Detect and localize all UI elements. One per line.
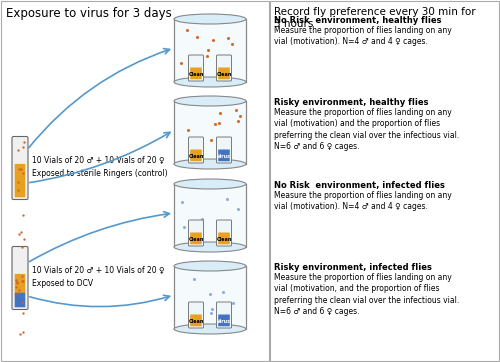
Ellipse shape bbox=[174, 324, 246, 334]
FancyBboxPatch shape bbox=[190, 67, 202, 79]
Text: Risky environment, infected flies: Risky environment, infected flies bbox=[274, 263, 432, 272]
Text: Risky environment, healthy flies: Risky environment, healthy flies bbox=[274, 98, 428, 107]
Ellipse shape bbox=[174, 77, 246, 87]
FancyBboxPatch shape bbox=[218, 232, 230, 244]
FancyBboxPatch shape bbox=[190, 232, 202, 244]
Ellipse shape bbox=[174, 14, 246, 24]
FancyBboxPatch shape bbox=[174, 19, 246, 82]
FancyBboxPatch shape bbox=[12, 247, 28, 310]
Text: Clean: Clean bbox=[188, 319, 204, 324]
FancyBboxPatch shape bbox=[216, 220, 232, 246]
FancyBboxPatch shape bbox=[188, 137, 204, 163]
Ellipse shape bbox=[174, 96, 246, 106]
FancyBboxPatch shape bbox=[188, 55, 204, 81]
FancyBboxPatch shape bbox=[14, 274, 26, 293]
Text: Virus: Virus bbox=[217, 319, 231, 324]
FancyBboxPatch shape bbox=[188, 302, 204, 328]
Text: Virus: Virus bbox=[217, 154, 231, 159]
FancyBboxPatch shape bbox=[218, 150, 230, 161]
Text: Measure the proportion of flies landing on any
vial (motivation). N=4 ♂ and 4 ♀ : Measure the proportion of flies landing … bbox=[274, 26, 452, 46]
FancyBboxPatch shape bbox=[216, 302, 232, 328]
Text: Record fly preference every 30 min for
5 hours: Record fly preference every 30 min for 5… bbox=[274, 7, 475, 29]
FancyBboxPatch shape bbox=[174, 101, 246, 164]
Bar bbox=[1, 1, 269, 361]
Text: Exposure to virus for 3 days: Exposure to virus for 3 days bbox=[6, 7, 172, 20]
FancyBboxPatch shape bbox=[190, 150, 202, 161]
FancyBboxPatch shape bbox=[216, 55, 232, 81]
Text: Clean: Clean bbox=[188, 154, 204, 159]
Ellipse shape bbox=[174, 159, 246, 169]
FancyBboxPatch shape bbox=[216, 137, 232, 163]
Ellipse shape bbox=[174, 261, 246, 271]
Text: 10 Vials of 20 ♂ + 10 Vials of 20 ♀: 10 Vials of 20 ♂ + 10 Vials of 20 ♀ bbox=[32, 265, 164, 274]
Bar bbox=[270, 1, 499, 361]
Text: Measure the proportion of flies landing on any
vial (motivation). N=4 ♂ and 4 ♀ : Measure the proportion of flies landing … bbox=[274, 191, 452, 211]
FancyBboxPatch shape bbox=[174, 266, 246, 329]
Text: Measure the proportion of flies landing on any
vial (motivation, and the proport: Measure the proportion of flies landing … bbox=[274, 273, 459, 316]
Ellipse shape bbox=[174, 242, 246, 252]
Text: Exposed to DCV: Exposed to DCV bbox=[32, 278, 93, 287]
Text: Clean: Clean bbox=[188, 237, 204, 242]
Ellipse shape bbox=[174, 179, 246, 189]
FancyBboxPatch shape bbox=[14, 293, 26, 307]
Text: Clean: Clean bbox=[216, 72, 232, 77]
FancyBboxPatch shape bbox=[218, 315, 230, 326]
FancyBboxPatch shape bbox=[190, 315, 202, 326]
FancyBboxPatch shape bbox=[14, 164, 26, 197]
FancyBboxPatch shape bbox=[174, 184, 246, 247]
Text: Clean: Clean bbox=[216, 237, 232, 242]
FancyBboxPatch shape bbox=[12, 136, 28, 199]
FancyBboxPatch shape bbox=[218, 67, 230, 79]
Text: Exposed to sterile Ringers (control): Exposed to sterile Ringers (control) bbox=[32, 168, 168, 177]
Text: 10 Vials of 20 ♂ + 10 Vials of 20 ♀: 10 Vials of 20 ♂ + 10 Vials of 20 ♀ bbox=[32, 156, 164, 164]
Text: No Risk  environment, infected flies: No Risk environment, infected flies bbox=[274, 181, 445, 190]
Text: Clean: Clean bbox=[188, 72, 204, 77]
FancyBboxPatch shape bbox=[188, 220, 204, 246]
Text: No Risk  environment, healthy flies: No Risk environment, healthy flies bbox=[274, 16, 442, 25]
Text: Measure the proportion of flies landing on any
vial (motivation) and the proport: Measure the proportion of flies landing … bbox=[274, 108, 459, 151]
